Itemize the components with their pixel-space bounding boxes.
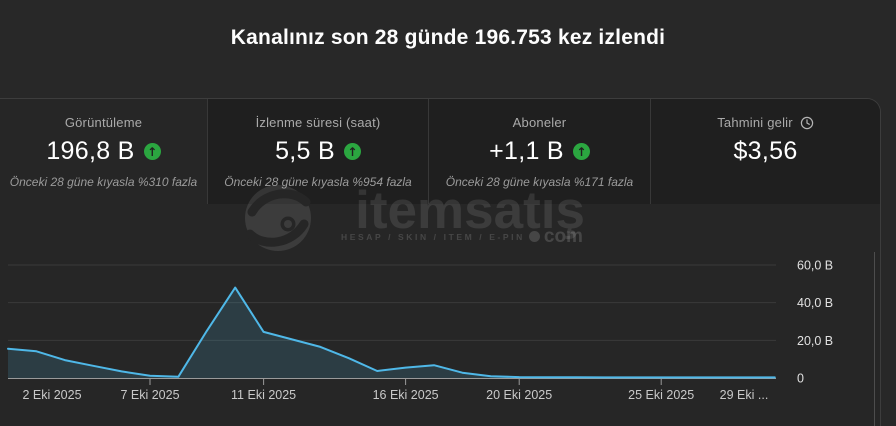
metric-value: 196,8 B bbox=[46, 137, 135, 165]
metric-label: Tahmini gelir bbox=[717, 115, 793, 130]
trend-up-icon: ↑ bbox=[143, 143, 161, 160]
trend-up-icon: ↑ bbox=[343, 143, 361, 160]
metric-comparison: Önceki 28 güne kıyasla %310 fazla bbox=[9, 175, 198, 189]
metric-card-views[interactable]: Görüntüleme 196,8 B ↑ Önceki 28 güne kıy… bbox=[0, 99, 207, 204]
analytics-panel: Görüntüleme 196,8 B ↑ Önceki 28 güne kıy… bbox=[0, 98, 881, 426]
metric-label: İzlenme süresi (saat) bbox=[255, 115, 381, 130]
metric-value: 5,5 B bbox=[275, 137, 335, 165]
vertical-divider bbox=[874, 252, 875, 426]
clock-icon bbox=[800, 116, 814, 130]
page-title: Kanalınız son 28 günde 196.753 kez izlen… bbox=[230, 26, 666, 49]
metric-label: Görüntüleme bbox=[64, 115, 143, 130]
metric-comparison: Önceki 28 güne kıyasla %954 fazla bbox=[224, 175, 412, 189]
metric-value: +1,1 B bbox=[489, 137, 564, 165]
trend-up-icon: ↑ bbox=[572, 143, 590, 160]
metric-comparison: Önceki 28 güne kıyasla %171 fazla bbox=[445, 175, 634, 189]
metric-card-revenue[interactable]: Tahmini gelir $3,56 bbox=[650, 99, 880, 204]
metrics-row: Görüntüleme 196,8 B ↑ Önceki 28 güne kıy… bbox=[0, 99, 880, 204]
metric-card-watch-time[interactable]: İzlenme süresi (saat) 5,5 B ↑ Önceki 28 … bbox=[207, 99, 428, 204]
metric-label: Aboneler bbox=[512, 115, 567, 130]
metric-card-subscribers[interactable]: Aboneler +1,1 B ↑ Önceki 28 güne kıyasla… bbox=[428, 99, 650, 204]
metric-value: $3,56 bbox=[733, 137, 798, 165]
